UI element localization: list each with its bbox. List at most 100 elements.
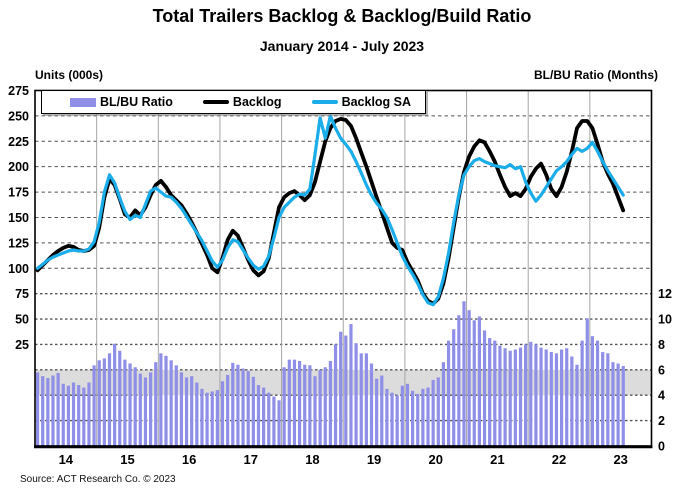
ratio-bar xyxy=(524,344,528,446)
ratio-bar xyxy=(385,388,389,446)
ratio-bar xyxy=(231,362,235,446)
ratio-bar xyxy=(318,369,322,446)
ratio-bar xyxy=(77,385,81,446)
ratio-bar xyxy=(369,363,374,446)
ratio-bar xyxy=(102,358,106,446)
ratio-bar xyxy=(508,350,512,446)
ratio-bar xyxy=(559,349,564,446)
ratio-bar xyxy=(143,377,148,446)
year-tick-label: 20 xyxy=(428,452,442,467)
ratio-bar xyxy=(565,348,569,446)
ratio-bar xyxy=(138,373,142,446)
ratio-bar xyxy=(359,353,363,446)
ratio-bar xyxy=(159,353,163,446)
ratio-bar xyxy=(529,341,533,446)
ratio-bar xyxy=(405,383,410,446)
ratio-bar xyxy=(41,376,45,446)
ratio-bar xyxy=(35,372,40,446)
ratio-bar xyxy=(518,347,523,446)
year-tick-label: 18 xyxy=(305,452,319,467)
ratio-bar xyxy=(184,377,189,446)
ratio-bar xyxy=(82,387,86,446)
ratio-bar xyxy=(277,400,281,446)
ratio-bar xyxy=(349,324,353,446)
ratio-bar xyxy=(256,385,261,446)
ratio-bar xyxy=(390,392,394,446)
ratio-bar xyxy=(375,378,379,446)
right-tick-label: 10 xyxy=(658,313,672,327)
ratio-bar xyxy=(493,340,497,446)
x-axis-ticks: 14 15 16 17 18 19 20 21 22 23 xyxy=(59,452,628,467)
legend-label: Backlog xyxy=(232,95,282,109)
year-tick-label: 23 xyxy=(613,452,627,467)
left-tick-label: 275 xyxy=(8,84,29,98)
left-tick-label: 200 xyxy=(8,160,29,174)
ratio-bar xyxy=(51,375,55,446)
ratio-bar xyxy=(446,340,451,446)
ratio-bar xyxy=(472,320,476,446)
backlog-line xyxy=(35,117,626,306)
year-tick-label: 21 xyxy=(490,452,504,467)
left-axis-caption: Units (000s) xyxy=(35,68,104,82)
ratio-bar xyxy=(179,372,184,446)
ratio-bar xyxy=(426,387,430,446)
backlog-swatch-icon xyxy=(202,100,229,104)
ratio-bar xyxy=(113,343,117,446)
left-axis-ticks: 275 250 225 200 175 150 125 100 75 50 25 xyxy=(8,84,29,352)
legend-item-ratio: BL/BU Ratio xyxy=(70,95,173,109)
right-tick-label: 12 xyxy=(658,287,672,301)
ratio-bar xyxy=(297,360,302,446)
ratio-bar xyxy=(575,364,579,446)
ratio-bar xyxy=(272,396,276,446)
ratio-bar xyxy=(421,388,425,446)
ratio-bar xyxy=(123,359,127,446)
ratio-bar xyxy=(97,360,101,446)
ratio-bar xyxy=(611,362,615,446)
ratio-bar xyxy=(200,388,204,446)
legend-label: Backlog SA xyxy=(341,95,412,109)
ratio-bar xyxy=(210,391,214,446)
right-tick-label: 8 xyxy=(658,338,665,352)
ratio-bar xyxy=(601,352,605,446)
ratio-bar xyxy=(292,359,297,446)
ratio-bar xyxy=(169,360,173,446)
ratio-bar xyxy=(462,301,466,446)
left-tick-label: 25 xyxy=(15,338,29,352)
ratio-bar xyxy=(621,366,625,446)
left-tick-label: 100 xyxy=(8,262,29,276)
ratio-bar xyxy=(498,345,502,446)
ratio-bar xyxy=(580,340,584,446)
ratio-bar xyxy=(107,353,112,446)
ratio-bar xyxy=(128,363,132,446)
left-tick-label: 250 xyxy=(8,109,29,123)
ratio-bar xyxy=(488,338,492,446)
ratio-bar xyxy=(339,331,343,446)
left-tick-label: 225 xyxy=(8,135,29,149)
ratio-bar xyxy=(61,383,65,446)
ratio-bar xyxy=(354,343,358,446)
ratio-bar xyxy=(174,365,178,446)
ratio-bars-series xyxy=(35,301,625,446)
ratio-bar xyxy=(241,368,245,446)
ratio-bar xyxy=(457,315,461,446)
ratio-bar xyxy=(71,382,76,446)
ratio-bar xyxy=(431,379,435,446)
ratio-bar xyxy=(148,372,153,446)
ratio-bar xyxy=(190,376,194,446)
right-tick-label: 4 xyxy=(658,389,665,403)
ratio-bar xyxy=(328,360,333,446)
ratio-bar xyxy=(323,367,327,446)
right-tick-label: 2 xyxy=(658,414,665,428)
ratio-bar xyxy=(513,349,517,446)
ratio-bar xyxy=(344,335,348,446)
ratio-bar xyxy=(452,329,456,446)
right-tick-label: 6 xyxy=(658,363,665,377)
ratio-bar xyxy=(267,392,271,446)
year-gridlines xyxy=(96,90,591,446)
year-tick-label: 19 xyxy=(367,452,381,467)
ratio-bar xyxy=(416,393,420,446)
ratio-bar xyxy=(303,364,307,446)
ratio-bar xyxy=(92,365,96,446)
